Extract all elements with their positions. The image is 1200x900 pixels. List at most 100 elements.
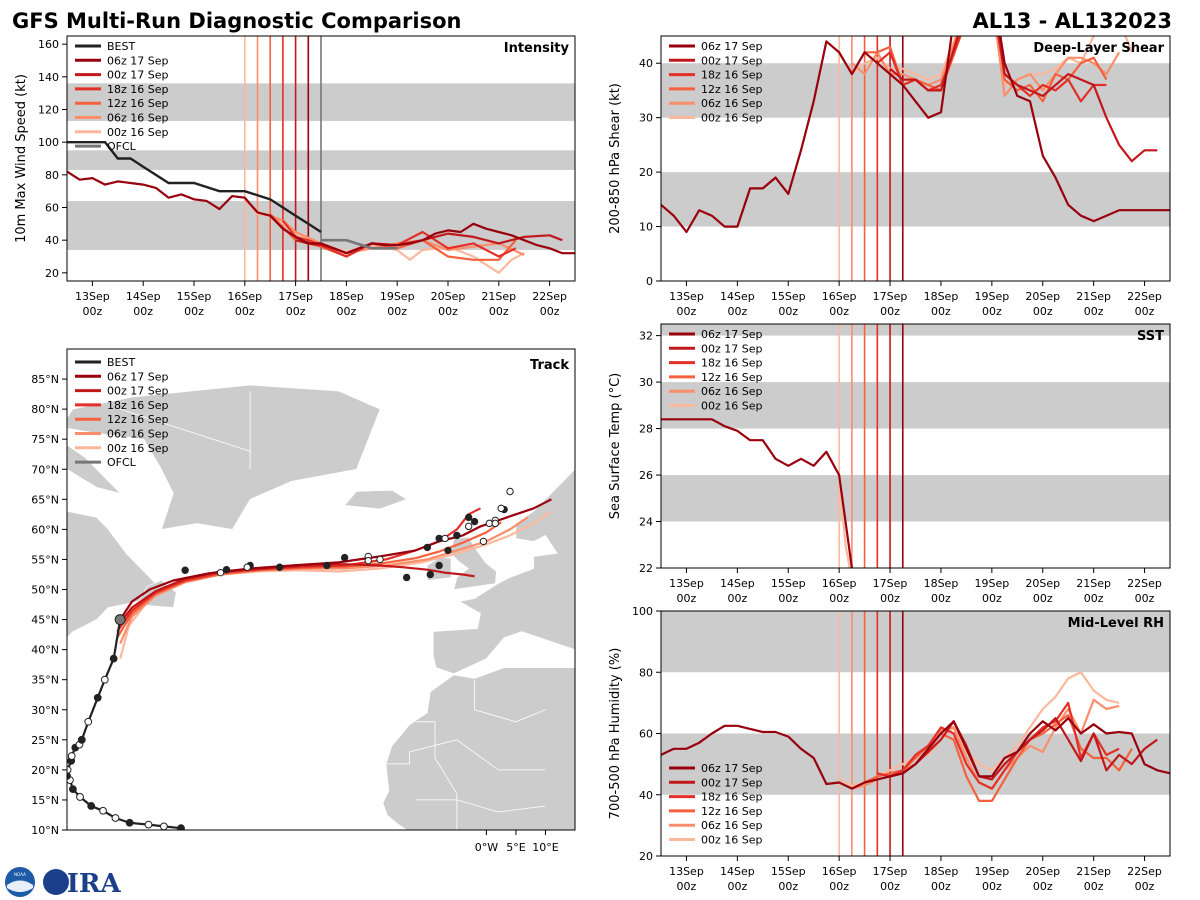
best-track-point-8 — [69, 785, 77, 794]
rh-xtick-label-1: 14Sep — [720, 865, 755, 878]
rh-xtick-sub-8: 00z — [1084, 880, 1104, 893]
intensity-xtick-sub-3: 00z — [235, 305, 255, 318]
track-position-point-24 — [364, 556, 372, 565]
border-line-1 — [386, 739, 546, 771]
cira-logo: NOAA CIRA — [5, 867, 121, 899]
sst-xtick-sub-0: 00z — [677, 592, 697, 605]
sst-legend-label-0: 06z 17 Sep — [701, 328, 763, 341]
track-position-point-2 — [275, 563, 284, 571]
track-position-point-6 — [423, 543, 432, 552]
shear-band-0 — [661, 172, 1170, 227]
rh-title: Mid-Level RH — [1068, 616, 1164, 631]
track-position-point-17 — [497, 504, 505, 513]
intensity-ofcl-track-line — [321, 238, 398, 250]
rh-xtick-sub-3: 00z — [829, 880, 849, 893]
shear-xtick-label-2: 15Sep — [771, 290, 806, 303]
intensity-panel: 20 40 60 80 100 120 140 160 13Sep 00z 14Sep 00z 15Se… — [14, 35, 576, 318]
shear-xtick-label-9: 22Sep — [1127, 290, 1162, 303]
landmass-2 — [67, 444, 122, 494]
lat-tick-label-1: 15°N — [31, 794, 59, 807]
rh-ytick-label-3: 80 — [639, 666, 653, 679]
rh-xtick-sub-4: 00z — [880, 880, 900, 893]
intensity-xtick-sub-7: 00z — [438, 305, 458, 318]
rh-xtick-label-7: 20Sep — [1025, 865, 1060, 878]
shear-xtick-label-7: 20Sep — [1025, 290, 1060, 303]
landmass-4 — [343, 489, 408, 510]
shear-legend-label-2: 18z 16 Sep — [701, 69, 763, 82]
rh-ytick-label-0: 20 — [639, 850, 653, 863]
cira-text: CIRA — [46, 869, 121, 899]
track-position-point-9 — [453, 531, 461, 540]
sst-band-2 — [661, 324, 1170, 336]
rh-series-1 — [889, 717, 1158, 781]
sst-xtick-sub-8: 00z — [1084, 592, 1104, 605]
intensity-legend-label-4: 12z 16 Sep — [107, 97, 169, 110]
shear-xtick-sub-1: 00z — [727, 305, 747, 318]
lat-tick-label-3: 25°N — [31, 734, 59, 747]
track-position-point-20 — [444, 546, 452, 555]
rh-xtick-sub-2: 00z — [778, 880, 798, 893]
rh-xtick-label-3: 16Sep — [822, 865, 857, 878]
shear-xtick-sub-6: 00z — [982, 305, 1002, 318]
intensity-xtick-label-5: 18Sep — [329, 290, 364, 303]
rh-ylabel: 700-500 hPa Humidity (%) — [608, 648, 623, 820]
sst-xtick-label-5: 18Sep — [924, 577, 959, 590]
shear-ytick-label-0: 0 — [646, 275, 653, 288]
intensity-xtick-sub-0: 00z — [83, 305, 103, 318]
rh-ytick-label-2: 60 — [639, 728, 653, 741]
rh-xtick-label-5: 18Sep — [924, 865, 959, 878]
sst-xtick-sub-5: 00z — [931, 592, 951, 605]
shear-legend-label-5: 00z 16 Sep — [701, 112, 763, 125]
rh-series-group — [661, 671, 1170, 803]
track-legend-label-0: BEST — [107, 356, 135, 369]
intensity-legend-label-5: 06z 16 Sep — [107, 112, 169, 125]
track-position-point-22 — [426, 570, 434, 579]
track-position-point-12 — [464, 513, 473, 522]
track-position-point-21 — [435, 561, 443, 570]
shear-xtick-label-0: 13Sep — [669, 290, 704, 303]
best-track-point-3 — [125, 818, 134, 827]
track-position-point-10 — [464, 522, 473, 531]
lat-tick-label-4: 30°N — [31, 704, 59, 717]
sst-xtick-sub-1: 00z — [727, 592, 747, 605]
border-line-5 — [120, 408, 251, 452]
rh-ytick-label-4: 100 — [632, 605, 653, 618]
rh-xtick-label-9: 22Sep — [1127, 865, 1162, 878]
rh-legend-label-3: 12z 16 Sep — [701, 805, 763, 818]
best-track-line — [67, 619, 182, 830]
sst-ytick-label-4: 30 — [639, 376, 653, 389]
lat-tick-label-6: 40°N — [31, 644, 59, 657]
sst-legend-label-4: 06z 16 Sep — [701, 385, 763, 398]
best-track-point-11 — [67, 765, 72, 774]
track-position-point-26 — [243, 563, 251, 571]
intensity-legend-label-0: BEST — [107, 40, 135, 53]
sst-xtick-sub-7: 00z — [1033, 592, 1053, 605]
intensity-xtick-label-6: 19Sep — [380, 290, 415, 303]
intensity-legend-label-6: 00z 16 Sep — [107, 126, 169, 139]
intensity-ytick-label-4: 100 — [38, 136, 59, 149]
intensity-xtick-label-9: 22Sep — [532, 290, 567, 303]
sst-xtick-label-1: 14Sep — [720, 577, 755, 590]
shear-xtick-label-3: 16Sep — [822, 290, 857, 303]
best-track-point-10 — [67, 771, 71, 780]
border-line-0 — [415, 721, 458, 830]
shear-series-group — [661, 36, 1170, 234]
best-track-point-5 — [99, 806, 107, 815]
best-track-point-0 — [177, 824, 185, 830]
lon-tick-label-0: 0°W — [475, 841, 498, 854]
intensity-ytick-label-1: 40 — [45, 234, 59, 247]
sst-legend-label-2: 18z 16 Sep — [701, 357, 763, 370]
intensity-series-group — [67, 140, 575, 274]
sst-ytick-label-0: 22 — [639, 562, 653, 575]
rh-series-2 — [877, 701, 1120, 790]
intensity-ytick-label-2: 60 — [45, 202, 59, 215]
track-position-point-18 — [491, 519, 499, 528]
track-legend-label-4: 12z 16 Sep — [107, 413, 169, 426]
rh-legend-label-1: 00z 17 Sep — [701, 776, 763, 789]
sst-xtick-sub-9: 00z — [1135, 592, 1155, 605]
sst-legend-label-3: 12z 16 Sep — [701, 371, 763, 384]
track-position-point-19 — [479, 537, 488, 546]
sst-legend-label-5: 00z 16 Sep — [701, 400, 763, 413]
